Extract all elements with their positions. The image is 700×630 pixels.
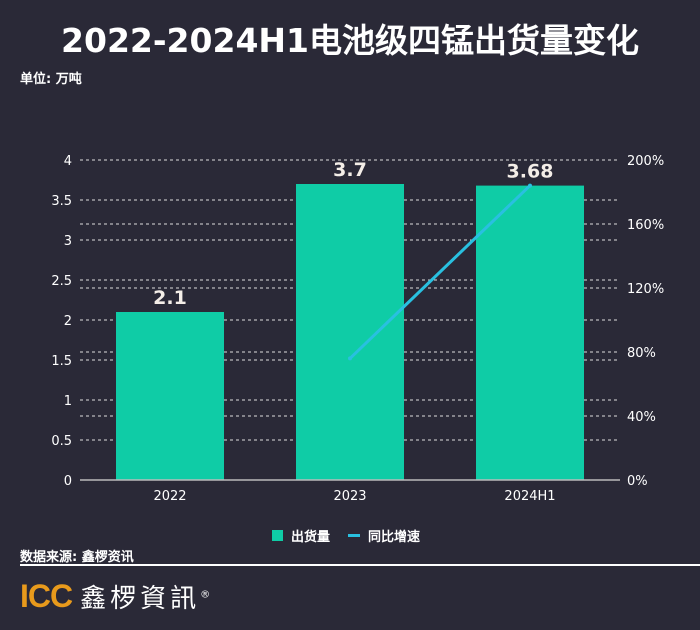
logo-cn: 鑫椤資訊® — [80, 584, 215, 614]
bar — [476, 185, 584, 480]
right-tick-label: 40% — [627, 410, 656, 425]
growth-point — [348, 356, 352, 361]
right-tick-label: 200% — [627, 154, 664, 169]
right-tick-label: 80% — [627, 346, 656, 361]
x-tick-label: 2024H1 — [504, 489, 555, 504]
bar — [116, 312, 224, 480]
right-tick-label: 120% — [627, 282, 664, 297]
chart-title: 2022-2024H1电池级四锰出货量变化 — [61, 21, 639, 60]
left-tick-label: 0 — [64, 474, 72, 489]
x-tick-label: 2023 — [333, 489, 366, 504]
divider — [20, 564, 700, 566]
logo: ICC 鑫椤資訊® — [20, 578, 214, 615]
growth-point — [528, 183, 532, 188]
logo-icc: ICC — [20, 578, 73, 614]
left-tick-label: 2 — [64, 314, 72, 329]
right-tick-label: 0% — [627, 474, 648, 489]
bar-value-label: 3.68 — [507, 161, 554, 183]
bar — [296, 184, 404, 480]
x-tick-label: 2022 — [153, 489, 186, 504]
left-tick-label: 3 — [64, 234, 72, 249]
legend-bar-swatch — [272, 530, 283, 541]
left-tick-label: 1 — [64, 394, 72, 409]
legend-bar-label: 出货量 — [291, 530, 331, 545]
left-tick-label: 4 — [64, 154, 72, 169]
unit-label: 单位: 万吨 — [20, 72, 82, 87]
bar-value-label: 2.1 — [153, 287, 187, 309]
right-tick-label: 160% — [627, 218, 664, 233]
left-tick-label: 2.5 — [51, 274, 72, 289]
source-label: 数据来源: 鑫椤资讯 — [20, 550, 134, 565]
legend: 出货量 同比增速 — [272, 526, 420, 545]
left-tick-label: 0.5 — [51, 434, 72, 449]
bar-value-label: 3.7 — [333, 159, 367, 181]
legend-line-swatch — [348, 534, 361, 537]
left-tick-label: 3.5 — [51, 194, 72, 209]
left-tick-label: 1.5 — [51, 354, 72, 369]
growth-line — [348, 184, 532, 360]
legend-line-label: 同比增速 — [368, 530, 421, 545]
